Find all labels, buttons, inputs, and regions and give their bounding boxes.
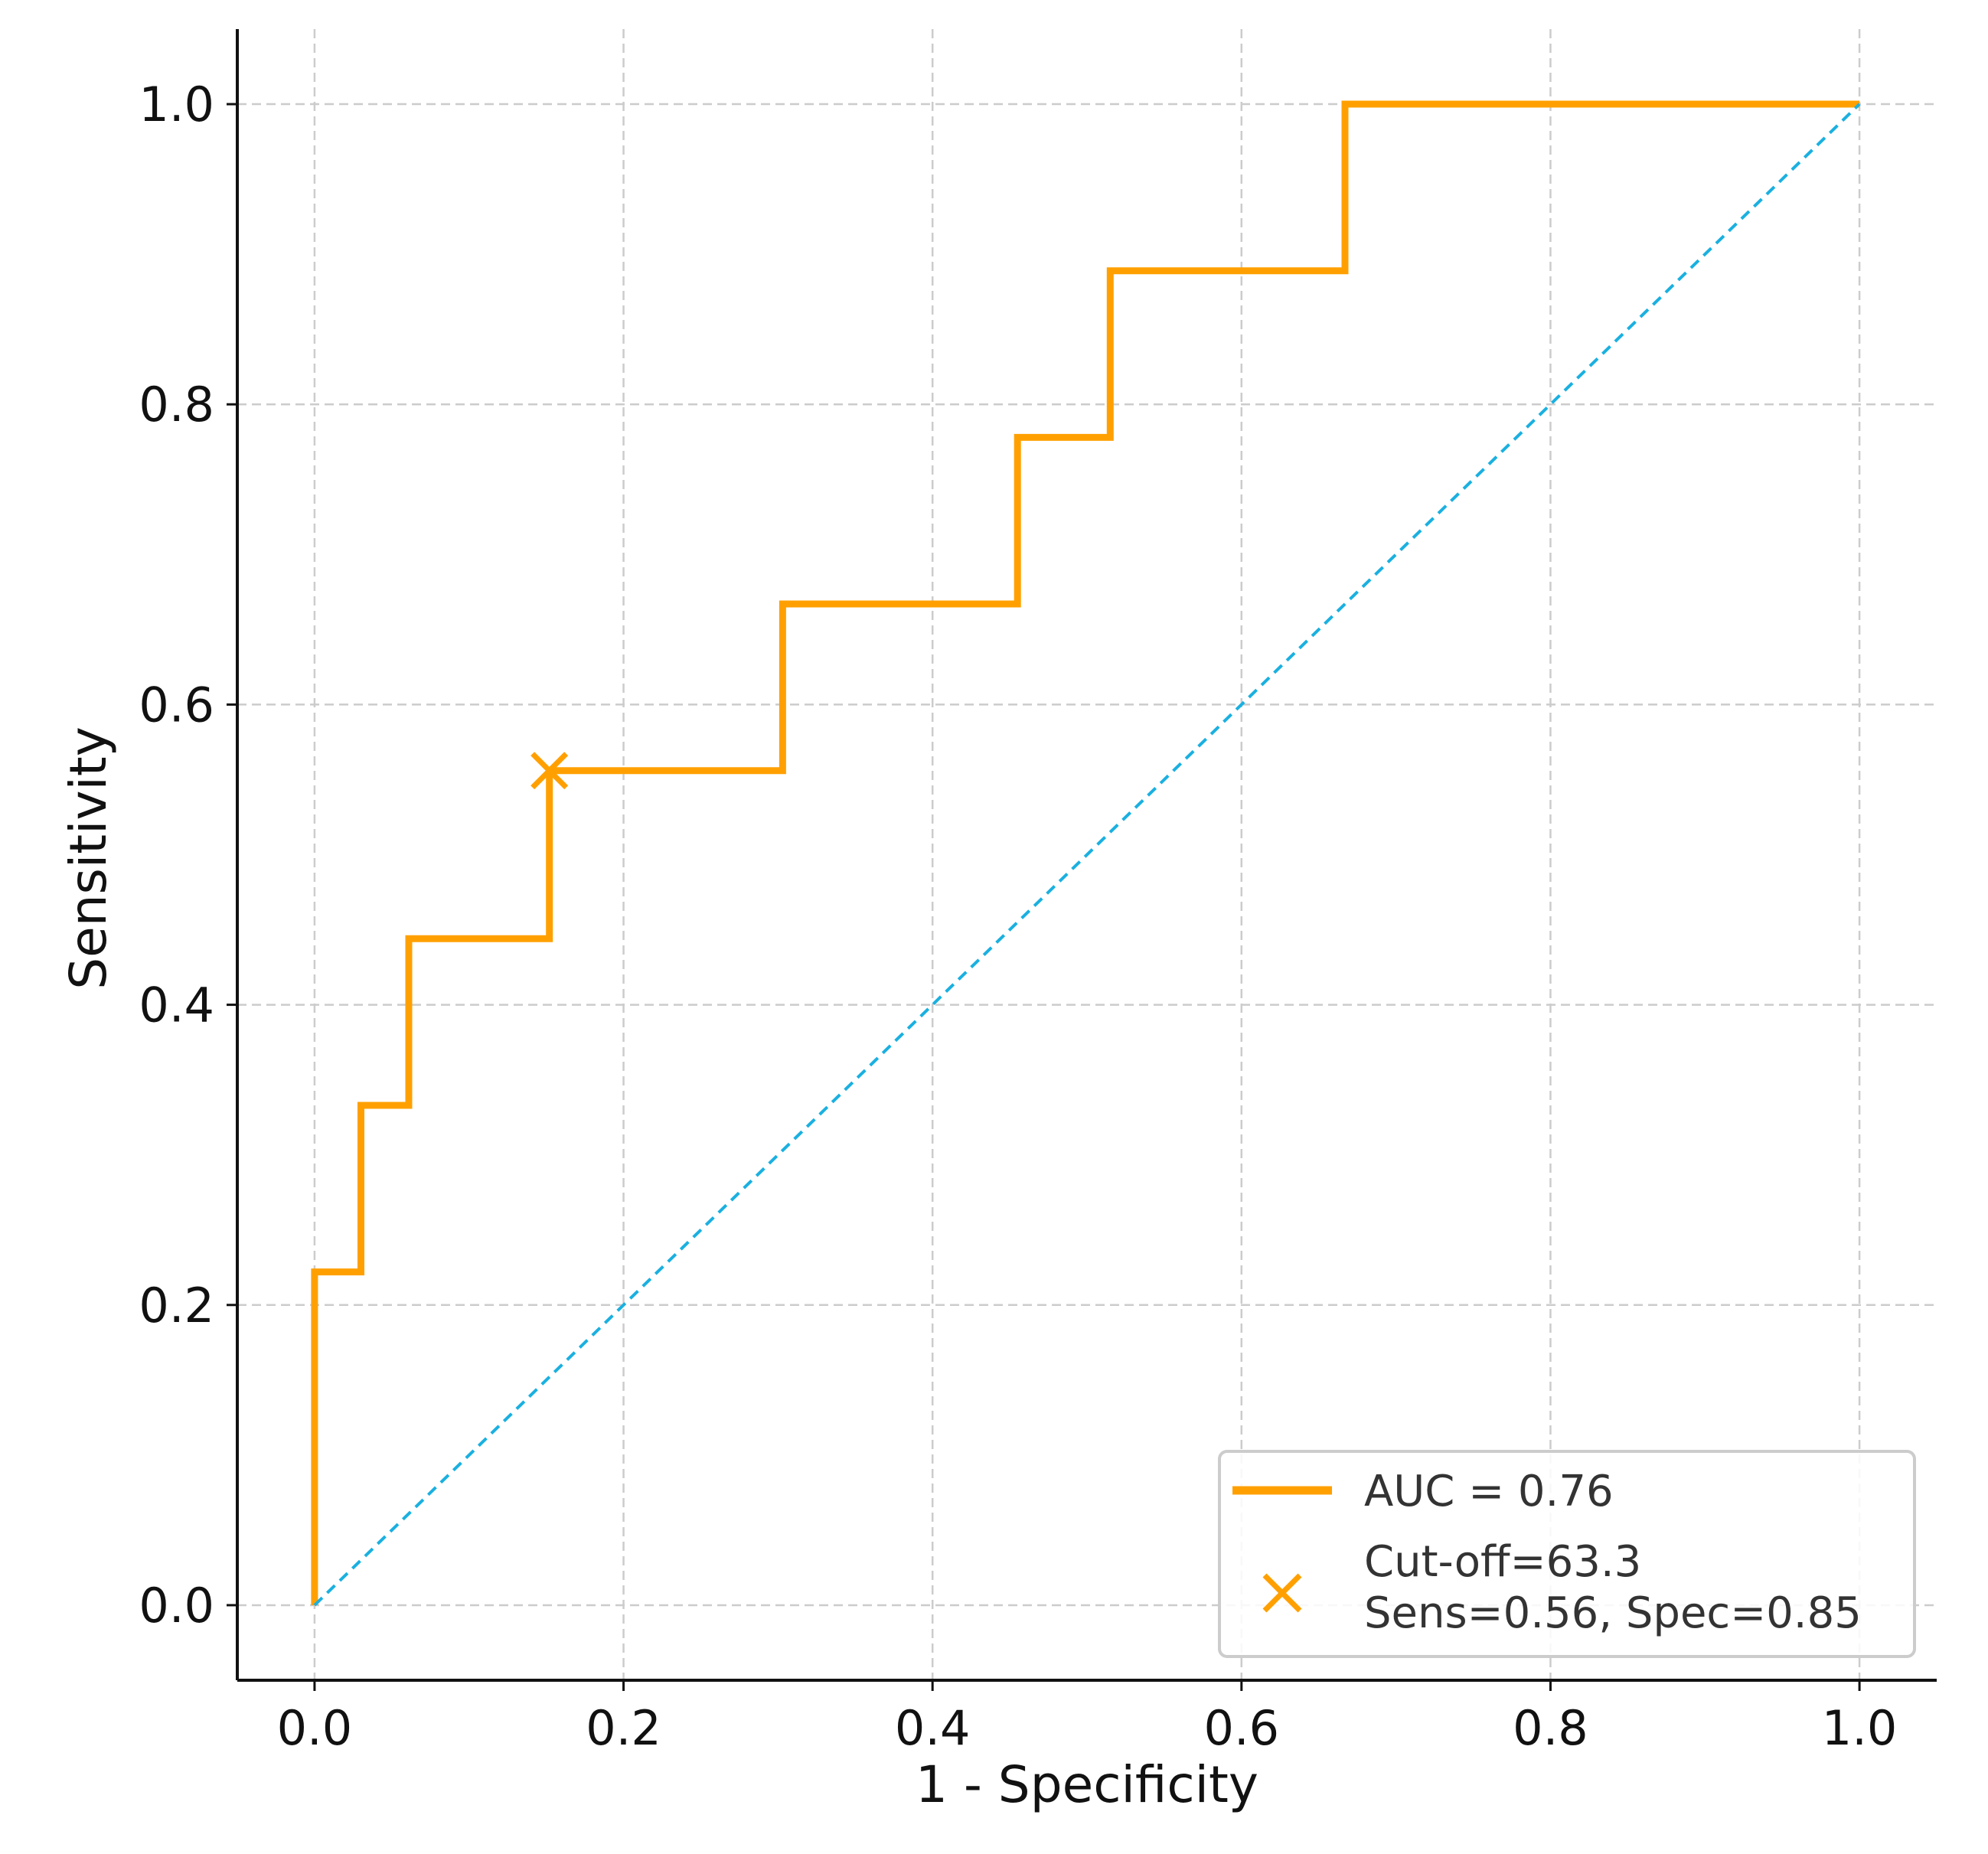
legend-cutoff-line1: Cut-off=63.3 bbox=[1364, 1537, 1641, 1587]
y-tick-label: 0.8 bbox=[139, 377, 214, 432]
y-tick-label: 0.0 bbox=[139, 1578, 214, 1634]
legend-frame bbox=[1218, 1450, 1916, 1658]
x-axis-title: 1 - Specificity bbox=[916, 1755, 1258, 1814]
y-tick-label: 0.2 bbox=[139, 1278, 214, 1333]
y-tick-label: 0.4 bbox=[139, 978, 214, 1033]
y-axis-title: Sensitivity bbox=[59, 726, 118, 990]
y-tick-label: 0.6 bbox=[139, 677, 214, 733]
cutoff-point-marker bbox=[530, 752, 569, 790]
y-axis-ticks: 0.0 0.2 0.4 0.6 0.8 1.0 bbox=[139, 77, 237, 1634]
legend-auc-label: AUC = 0.76 bbox=[1364, 1467, 1614, 1516]
y-tick-label: 1.0 bbox=[139, 77, 214, 132]
x-tick-label: 0.8 bbox=[1513, 1700, 1588, 1756]
x-axis-ticks: 0.0 0.2 0.4 0.6 0.8 1.0 bbox=[277, 1680, 1898, 1756]
legend-cutoff-marker-icon bbox=[1262, 1573, 1302, 1613]
legend-cutoff-line2: Sens=0.56, Spec=0.85 bbox=[1364, 1588, 1862, 1638]
cutoff-marker-stroke bbox=[530, 752, 569, 790]
roc-curve-line bbox=[311, 100, 1860, 1605]
x-tick-label: 0.0 bbox=[277, 1700, 353, 1756]
chance-diagonal-line bbox=[313, 103, 1861, 1607]
x-tick-label: 0.6 bbox=[1204, 1700, 1280, 1756]
x-tick-label: 0.2 bbox=[586, 1700, 661, 1756]
series-group bbox=[311, 100, 1861, 1607]
axes bbox=[236, 29, 1937, 1682]
legend: AUC = 0.76 Cut-off=63.3 Sens=0.56, Spec=… bbox=[1218, 1450, 1916, 1658]
x-tick-label: 0.4 bbox=[895, 1700, 971, 1756]
x-tick-label: 1.0 bbox=[1822, 1700, 1898, 1756]
